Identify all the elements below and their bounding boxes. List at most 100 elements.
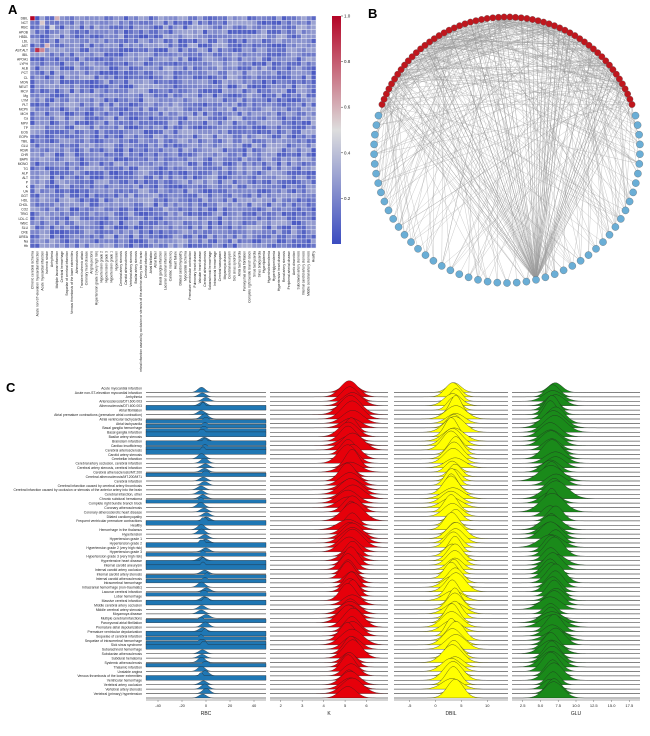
- heatmap-cell: [276, 75, 282, 80]
- heatmap-cell: [207, 116, 213, 121]
- heatmap-cell: [222, 179, 228, 185]
- heatmap-cell: [311, 234, 317, 239]
- heatmap-cell: [138, 106, 144, 112]
- heatmap-cell: [99, 116, 105, 121]
- heatmap-cell: [39, 47, 45, 53]
- heatmap-cell: [276, 111, 282, 117]
- heatmap-cell: [266, 134, 272, 139]
- ridge-category-label: Vertebral artery stenosis: [105, 687, 142, 691]
- heatmap-cell: [158, 225, 164, 230]
- heatmap-cell: [232, 25, 238, 30]
- heatmap-cell: [227, 202, 233, 208]
- network-edge: [559, 27, 639, 174]
- feature-node: [629, 188, 637, 197]
- heatmap-cell: [182, 161, 188, 167]
- heatmap-cell: [266, 216, 272, 221]
- heatmap-cell: [64, 229, 70, 235]
- heatmap-cell: [311, 88, 317, 94]
- heatmap-cell: [217, 66, 223, 71]
- heatmap-cell: [301, 34, 307, 39]
- heatmap-cell: [128, 138, 134, 144]
- heatmap-column-label: Cerebral artery stenosis: [119, 251, 123, 286]
- heatmap-cell: [301, 229, 307, 235]
- heatmap-cell: [74, 193, 80, 199]
- heatmap-cell: [251, 106, 257, 112]
- disease-node: [417, 45, 424, 53]
- heatmap-cell: [49, 43, 55, 48]
- heatmap-cell: [59, 61, 65, 67]
- heatmap-cell: [54, 111, 60, 117]
- heatmap-cell: [44, 125, 50, 130]
- heatmap-cell: [103, 138, 109, 144]
- heatmap-cell: [192, 106, 198, 112]
- heatmap-cell: [49, 97, 55, 103]
- heatmap-cell: [222, 66, 228, 71]
- heatmap-cell: [89, 61, 95, 67]
- heatmap-cell: [276, 56, 282, 62]
- heatmap-cell: [266, 211, 272, 217]
- heatmap-cell: [207, 216, 213, 221]
- heatmap-cell: [271, 193, 277, 199]
- heatmap-cell: [99, 179, 105, 185]
- heatmap-cell: [44, 20, 50, 26]
- heatmap-cell: [177, 88, 183, 94]
- heatmap-cell: [197, 38, 203, 44]
- heatmap-cell: [242, 138, 248, 144]
- heatmap-cell: [187, 97, 193, 103]
- heatmap-row-label: CO2: [21, 208, 28, 212]
- heatmap-cell: [84, 84, 90, 89]
- heatmap-cell: [256, 47, 262, 53]
- heatmap-cell: [148, 243, 154, 249]
- heatmap-cell: [217, 43, 223, 48]
- heatmap-cell: [118, 184, 124, 189]
- heatmap-cell: [108, 147, 114, 153]
- network-edge: [391, 64, 610, 85]
- heatmap-cell: [118, 61, 124, 67]
- heatmap-cell: [123, 102, 129, 108]
- heatmap-cell: [177, 216, 183, 221]
- heatmap-cell: [108, 211, 114, 217]
- heatmap-cell: [296, 70, 302, 76]
- heatmap-cell: [89, 216, 95, 221]
- heatmap-cell: [89, 161, 95, 167]
- heatmap-cell: [261, 152, 267, 158]
- heatmap-cell: [182, 16, 188, 21]
- heatmap-cell: [261, 157, 267, 162]
- heatmap-cell: [291, 52, 297, 57]
- heatmap-cell: [207, 143, 213, 148]
- heatmap-cell: [148, 175, 154, 180]
- heatmap-cell: [182, 70, 188, 76]
- heatmap-cell: [177, 220, 183, 226]
- heatmap-cell: [237, 116, 243, 121]
- heatmap-cell: [74, 125, 80, 130]
- heatmap-cell: [69, 234, 75, 239]
- heatmap-cell: [202, 125, 208, 130]
- heatmap-cell: [153, 61, 159, 67]
- network-edge: [374, 48, 594, 145]
- heatmap-cell: [168, 88, 174, 94]
- heatmap-cell: [118, 97, 124, 103]
- heatmap-cell: [212, 238, 218, 244]
- heatmap-cell: [291, 70, 297, 76]
- heatmap-cell: [232, 166, 238, 171]
- heatmap-cell: [108, 25, 114, 30]
- heatmap-cell: [59, 25, 65, 30]
- heatmap-cell: [89, 16, 95, 21]
- heatmap-cell: [128, 102, 134, 108]
- heatmap-cell: [246, 207, 252, 212]
- feature-node: [414, 245, 422, 253]
- heatmap-cell: [286, 75, 292, 80]
- heatmap-cell: [266, 125, 272, 130]
- heatmap-cell: [118, 152, 124, 158]
- heatmap-cell: [182, 216, 188, 221]
- network-edge: [450, 32, 571, 271]
- heatmap-cell: [118, 138, 124, 144]
- heatmap-cell: [212, 170, 218, 176]
- heatmap-cell: [49, 243, 55, 249]
- ridge-density: [145, 666, 267, 672]
- heatmap-cell: [187, 175, 193, 180]
- heatmap-cell: [261, 93, 267, 98]
- heatmap-cell: [59, 238, 65, 244]
- heatmap-cell: [163, 193, 169, 199]
- heatmap-cell: [108, 225, 114, 230]
